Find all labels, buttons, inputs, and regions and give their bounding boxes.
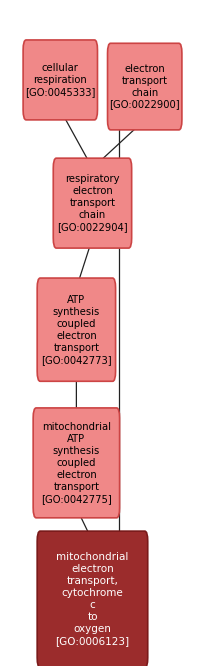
Text: ATP
synthesis
coupled
electron
transport
[GO:0042773]: ATP synthesis coupled electron transport… bbox=[41, 294, 111, 365]
FancyBboxPatch shape bbox=[37, 278, 115, 381]
FancyBboxPatch shape bbox=[37, 531, 147, 666]
Text: electron
transport
chain
[GO:0022900]: electron transport chain [GO:0022900] bbox=[109, 63, 179, 110]
Text: mitochondrial
ATP
synthesis
coupled
electron
transport
[GO:0042775]: mitochondrial ATP synthesis coupled elec… bbox=[41, 422, 111, 504]
FancyBboxPatch shape bbox=[23, 40, 97, 120]
Text: cellular
respiration
[GO:0045333]: cellular respiration [GO:0045333] bbox=[25, 63, 95, 97]
Text: mitochondrial
electron
transport,
cytochrome
c
to
oxygen
[GO:0006123]: mitochondrial electron transport, cytoch… bbox=[55, 552, 129, 647]
Text: respiratory
electron
transport
chain
[GO:0022904]: respiratory electron transport chain [GO… bbox=[57, 174, 127, 232]
FancyBboxPatch shape bbox=[53, 159, 131, 248]
FancyBboxPatch shape bbox=[33, 408, 119, 518]
FancyBboxPatch shape bbox=[107, 43, 181, 130]
